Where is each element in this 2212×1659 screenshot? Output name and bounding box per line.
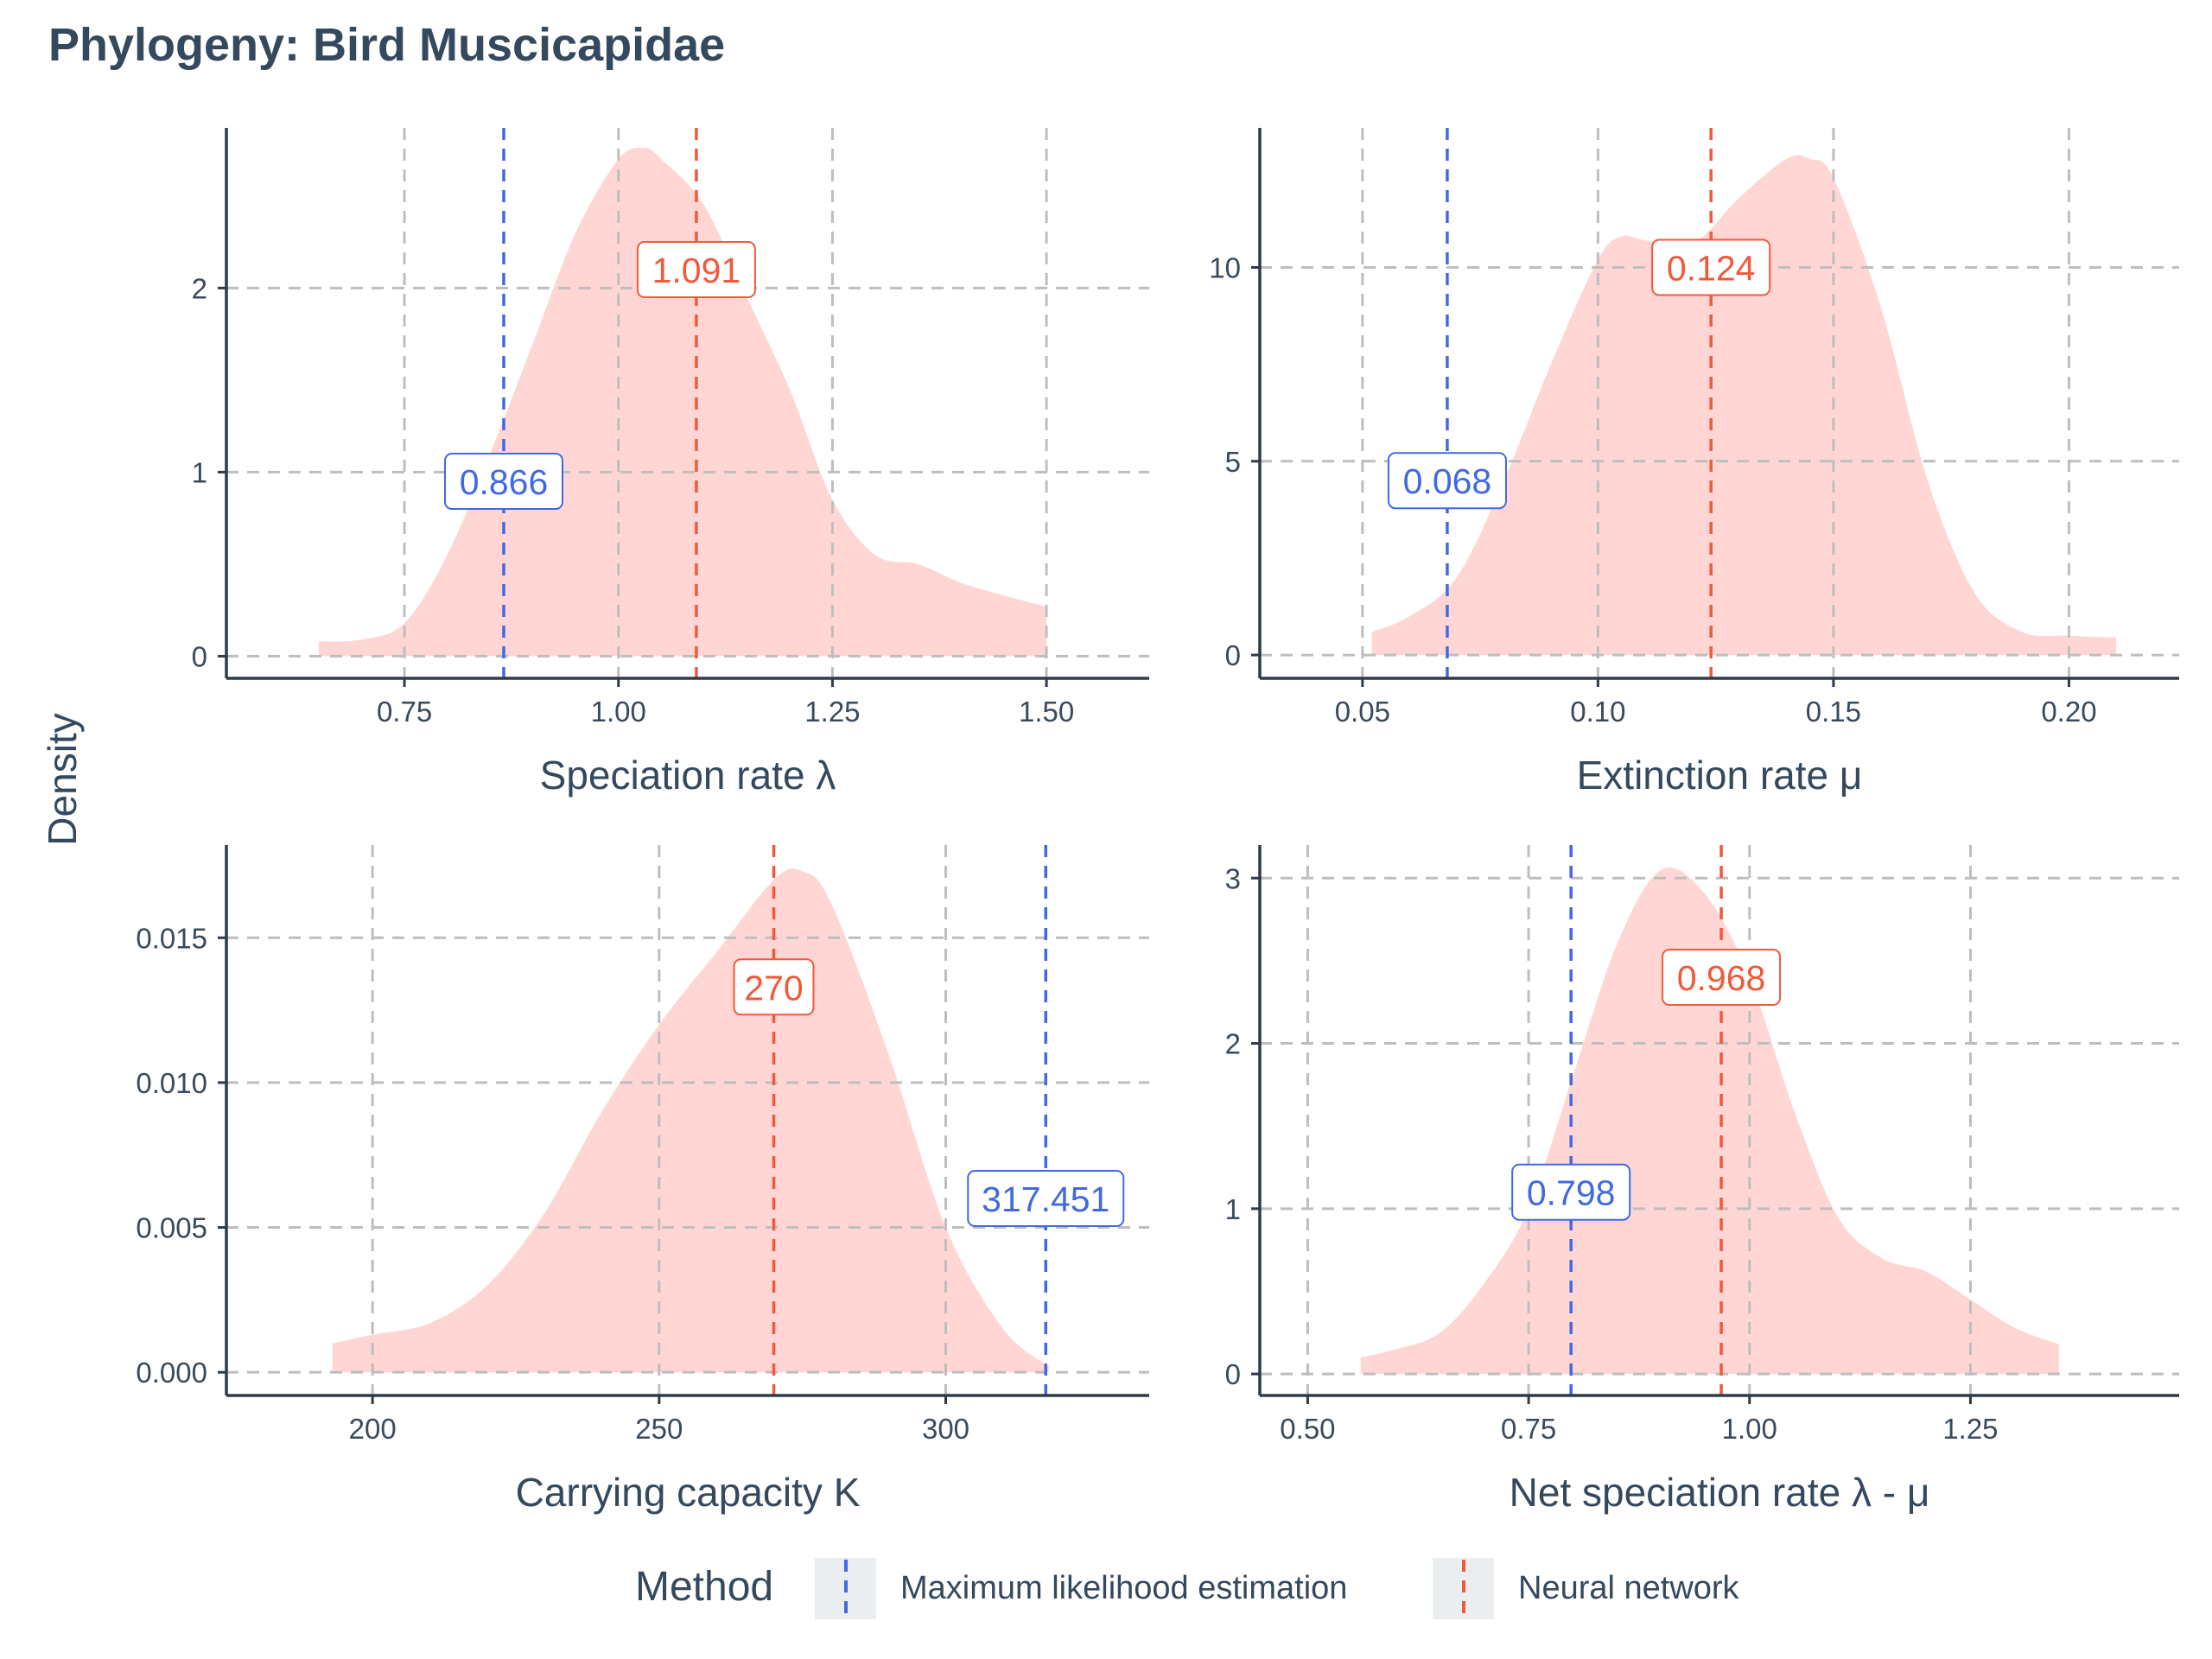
nn-value-label: 270 — [733, 958, 815, 1016]
legend-item-mle: Maximum likelihood estimation — [815, 1558, 1347, 1619]
mle-value-label: 0.068 — [1387, 452, 1507, 510]
y-tick-label: 2 — [192, 272, 207, 304]
x-tick-label: 300 — [922, 1413, 969, 1445]
nn-value-label: 0.124 — [1651, 238, 1771, 296]
y-tick-label: 1 — [192, 456, 207, 488]
nn-label-text: 1.091 — [652, 251, 741, 290]
mle-label-text: 0.068 — [1403, 461, 1492, 501]
x-tick-label: 0.20 — [2041, 696, 2096, 728]
mle-label-box — [1387, 452, 1507, 510]
nn-label-box — [1662, 949, 1782, 1007]
mle-label-text: 0.798 — [1527, 1173, 1616, 1213]
nn-label-box — [1651, 238, 1771, 296]
x-tick-label: 1.25 — [1942, 1413, 1998, 1445]
nn-label-box — [636, 241, 756, 299]
y-tick-label: 0 — [1225, 639, 1241, 671]
mle-label-box — [443, 453, 563, 511]
x-tick-label: 250 — [635, 1413, 683, 1445]
x-tick-label: 0.50 — [1280, 1413, 1335, 1445]
y-tick-label: 0.010 — [136, 1067, 207, 1099]
x-axis-label: Carrying capacity K — [516, 1470, 861, 1515]
nn-label-text: 0.968 — [1677, 958, 1766, 998]
x-axis-label: Extinction rate μ — [1577, 753, 1863, 798]
y-tick-label: 5 — [1225, 446, 1241, 478]
nn-value-label: 0.968 — [1662, 949, 1782, 1007]
y-tick-label: 2 — [1225, 1028, 1241, 1060]
density-area — [332, 868, 1049, 1373]
panel-2: 0.05 0.10 0.15 0.20 0 5 10 Extinction rate μ 0.0… — [1209, 128, 2179, 798]
y-tick-label: 0.005 — [136, 1212, 207, 1244]
x-tick-label: 1.50 — [1019, 696, 1074, 728]
mle-label-box — [1511, 1163, 1631, 1221]
mle-value-label: 0.798 — [1511, 1163, 1631, 1221]
panel-1: 0.75 1.00 1.25 1.50 0 1 2 Speciation rate λ 0.86… — [192, 128, 1149, 798]
y-tick-label: 0.000 — [136, 1357, 207, 1389]
mle-label-text: 317.451 — [982, 1179, 1109, 1219]
x-tick-label: 0.75 — [1501, 1413, 1556, 1445]
x-tick-label: 1.00 — [1722, 1413, 1777, 1445]
nn-label-text: 0.124 — [1667, 248, 1756, 288]
nn-label-box — [733, 958, 815, 1016]
legend-item-nn: Neural network — [1433, 1558, 1740, 1619]
nn-label-text: 270 — [744, 968, 803, 1007]
mle-value-label: 317.451 — [967, 1170, 1125, 1228]
x-axis-label: Speciation rate λ — [540, 753, 836, 798]
mle-value-label: 0.866 — [443, 453, 563, 511]
legend-title: Method — [635, 1564, 773, 1610]
legend-label-nn: Neural network — [1518, 1570, 1740, 1606]
legend: Method Maximum likelihood estimation Neu… — [635, 1558, 1740, 1619]
y-tick-label: 0.015 — [136, 922, 207, 954]
y-tick-label: 10 — [1209, 251, 1241, 283]
facet-panels: 0.75 1.00 1.25 1.50 0 1 2 Speciation rate λ 0.86… — [136, 128, 2179, 1515]
nn-value-label: 1.091 — [636, 241, 756, 299]
x-tick-label: 1.00 — [591, 696, 646, 728]
x-tick-label: 0.15 — [1806, 696, 1861, 728]
mle-label-text: 0.866 — [460, 462, 549, 502]
y-axis-label: Density — [40, 713, 85, 845]
x-tick-label: 0.75 — [377, 696, 432, 728]
panel-3: 200 250 300 0.000 0.005 0.010 0.015 Carrying ca… — [136, 845, 1149, 1515]
x-tick-label: 0.05 — [1335, 696, 1390, 728]
y-tick-label: 0 — [192, 640, 207, 672]
density-area — [1371, 155, 2116, 656]
mle-label-box — [967, 1170, 1125, 1228]
density-area — [1360, 868, 2059, 1375]
panel-4: 0.50 0.75 1.00 1.25 0 1 2 3 Net speciation rate … — [1225, 845, 2179, 1515]
y-tick-label: 3 — [1225, 862, 1241, 894]
x-axis-label: Net speciation rate λ - μ — [1510, 1470, 1930, 1515]
x-tick-label: 200 — [349, 1413, 397, 1445]
x-tick-label: 0.10 — [1570, 696, 1625, 728]
legend-label-mle: Maximum likelihood estimation — [900, 1570, 1347, 1606]
y-tick-label: 1 — [1225, 1193, 1241, 1225]
y-tick-label: 0 — [1225, 1358, 1241, 1390]
density-area — [319, 148, 1047, 657]
x-tick-label: 1.25 — [804, 696, 860, 728]
chart-title: Phylogeny: Bird Muscicapidae — [48, 19, 725, 71]
